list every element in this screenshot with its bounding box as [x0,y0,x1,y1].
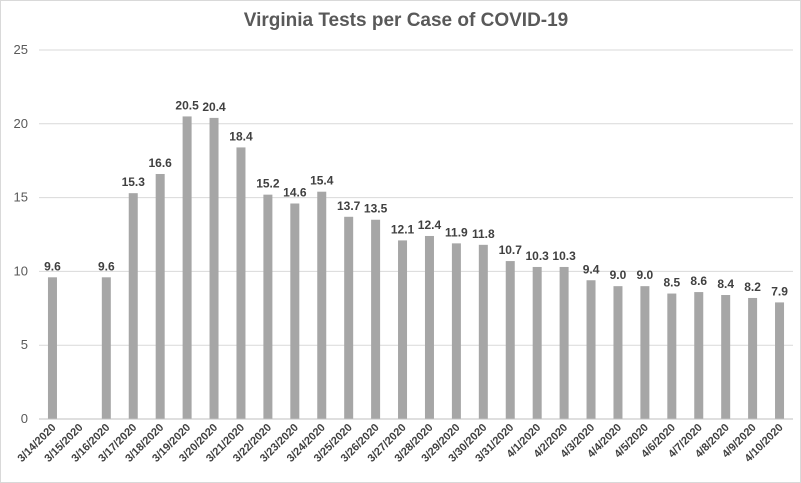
bar [478,244,488,419]
bar [155,173,165,419]
bar [613,286,623,419]
y-tick-label: 20 [14,116,28,131]
data-label: 9.0 [637,268,654,282]
bar [128,193,138,419]
data-label: 10.7 [499,243,523,257]
data-label: 9.6 [44,259,61,273]
bar [209,117,219,420]
bar [775,302,785,419]
data-labels: 9.6 9.615.316.620.5 20.418.415.214.615.413… [44,98,788,298]
bar [451,243,461,419]
bar [398,240,408,419]
data-label: 15.2 [256,177,280,191]
data-label: 12.1 [391,222,415,236]
y-tick-label: 10 [14,263,28,278]
y-tick-label: 5 [21,337,28,352]
gridlines [39,49,793,346]
bar [371,219,381,419]
data-label: 18.4 [229,129,253,143]
data-label: 8.2 [744,280,761,294]
bar [47,277,57,419]
bar [317,191,327,419]
bar [424,235,434,419]
bar [263,194,273,419]
data-label: 14.6 [283,186,307,200]
data-label: 15.3 [122,175,146,189]
bars [47,116,785,420]
data-label: 16.6 [148,156,172,170]
data-label: 8.5 [663,276,680,290]
data-label: 20.5 [175,98,199,112]
data-label: 12.4 [418,218,442,232]
data-label: 8.6 [690,274,707,288]
data-label: 11.8 [472,227,495,241]
data-label: 11.9 [445,225,468,239]
bar [344,216,354,419]
bar [748,297,758,419]
x-axis-ticks: 3/14/20203/15/20203/16/20203/17/20203/18… [15,422,785,465]
data-label: 9.4 [583,262,600,276]
data-label: 15.4 [310,174,334,188]
y-tick-label: 0 [21,411,28,426]
data-label: 8.4 [717,277,734,291]
bar [505,261,515,419]
bar [532,266,542,419]
data-label: 10.3 [552,249,576,263]
bar [559,266,569,419]
bar [101,277,111,419]
bar [236,147,246,419]
chart-title: Virginia Tests per Case of COVID-19 [244,10,569,31]
y-tick-label: 25 [14,42,28,57]
bar [182,116,192,420]
bar [667,293,677,419]
bar [721,295,731,419]
y-axis-ticks: 0 5 10 15 20 25 [14,42,28,426]
data-label: 10.3 [525,249,549,263]
data-label: 9.6 [98,259,115,273]
bar [694,292,704,419]
bar [290,203,300,419]
data-label: 13.5 [364,202,388,216]
data-label: 9.0 [610,268,627,282]
bar [586,280,596,419]
data-label: 7.9 [771,284,788,298]
data-label: 20.4 [202,100,226,114]
bar [640,286,650,419]
y-tick-label: 15 [14,190,28,205]
data-label: 13.7 [337,199,361,213]
